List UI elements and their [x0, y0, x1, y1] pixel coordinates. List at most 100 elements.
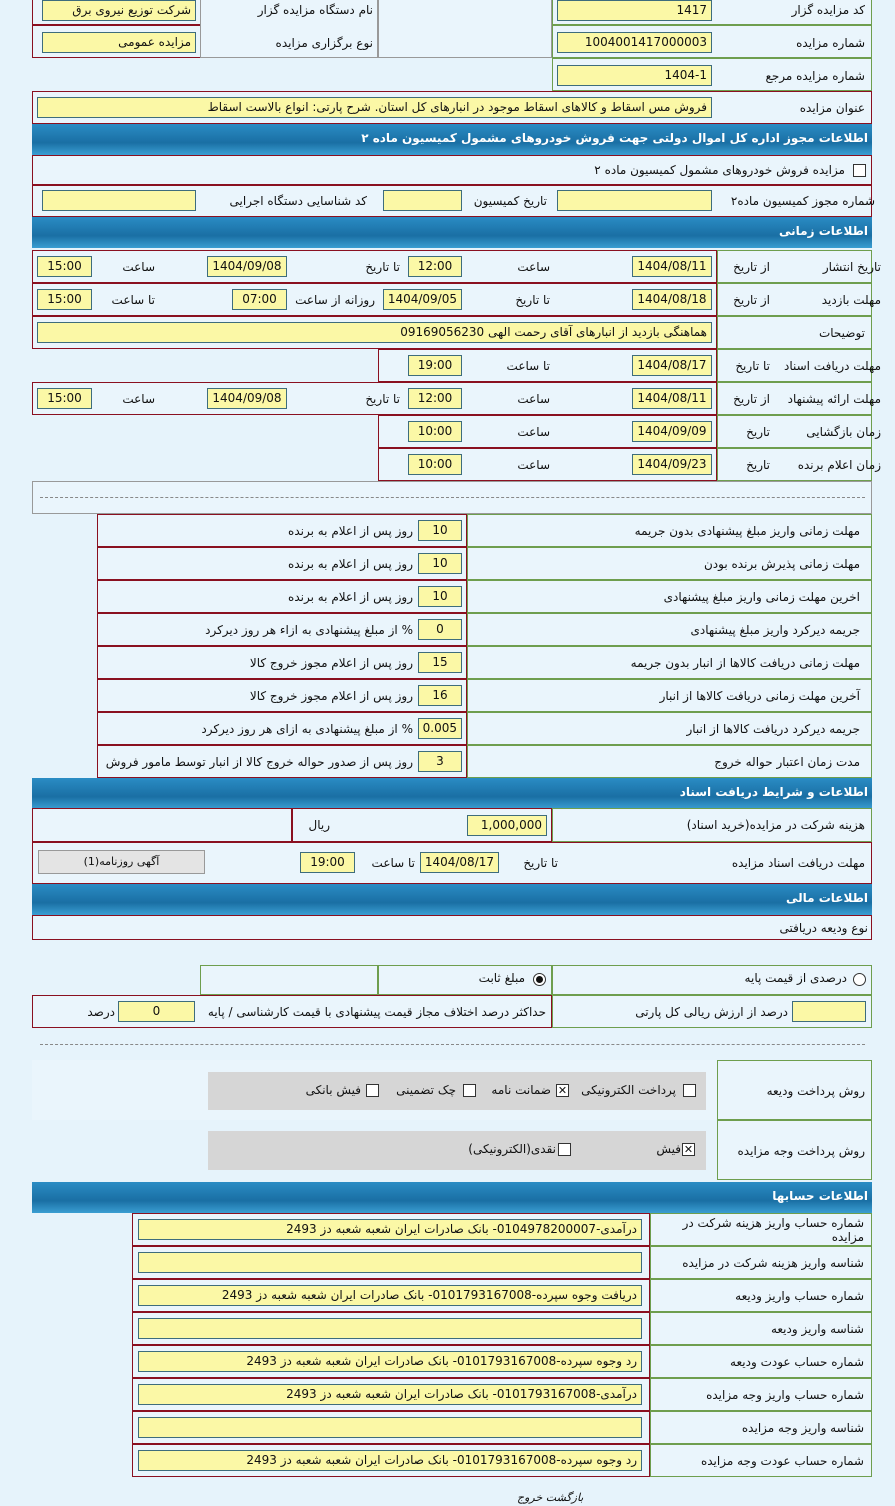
- account-row: [650, 1411, 872, 1444]
- condition-value-field[interactable]: 16: [418, 685, 462, 706]
- field-label: زمان بازگشایی: [806, 425, 881, 439]
- field-label: از تاریخ: [733, 392, 770, 406]
- footer-links: بازگشت خروج: [517, 1490, 583, 1506]
- condition-row: [467, 514, 872, 547]
- auction-number-field[interactable]: 1004001417000003: [557, 32, 712, 53]
- account-row: [650, 1312, 872, 1345]
- date-time-field[interactable]: 1404/09/08: [207, 388, 287, 409]
- exit-link[interactable]: خروج: [517, 1491, 543, 1504]
- condition-value-field[interactable]: 0: [418, 619, 462, 640]
- condition-unit: % از مبلغ پیشنهادی به ازای هر روز دیرکرد: [201, 721, 413, 736]
- title-label: عنوان مزایده: [799, 101, 865, 115]
- bank-slip-checkbox[interactable]: [366, 1084, 379, 1097]
- condition-row: [467, 712, 872, 745]
- account-value-field[interactable]: [138, 1252, 642, 1273]
- max-diff-field[interactable]: 0: [118, 1001, 195, 1022]
- cash-checkbox[interactable]: [558, 1143, 571, 1156]
- date-time-field[interactable]: 1404/08/11: [632, 388, 712, 409]
- field-label: زمان اعلام برنده: [797, 458, 881, 472]
- condition-label: اخرین مهلت زمانی واریز مبلغ پیشنهادی: [663, 589, 860, 604]
- date-time-field[interactable]: 15:00: [37, 256, 92, 277]
- row-cell: [552, 808, 872, 842]
- date-time-field[interactable]: 1404/09/09: [632, 421, 712, 442]
- date-time-field[interactable]: 07:00: [232, 289, 287, 310]
- percent-radio[interactable]: [853, 973, 866, 986]
- slip-checkbox[interactable]: ✕: [682, 1143, 695, 1156]
- permit-field[interactable]: [557, 190, 712, 211]
- condition-row: [97, 580, 467, 613]
- account-value-field[interactable]: [138, 1417, 642, 1438]
- date-time-field[interactable]: 12:00: [408, 388, 462, 409]
- back-link[interactable]: بازگشت: [545, 1491, 584, 1504]
- row-cell: [200, 0, 378, 58]
- account-value-field[interactable]: رد وجوه سپرده-0101793167008- بانک صادرات…: [138, 1351, 642, 1372]
- guarantee-checkbox[interactable]: ✕: [556, 1084, 569, 1097]
- deposit-method-label: روش پرداخت ودیعه: [766, 1084, 865, 1098]
- condition-value-field[interactable]: 3: [418, 751, 462, 772]
- deadline-time-field[interactable]: 19:00: [300, 852, 355, 873]
- row-cell: [32, 283, 717, 316]
- commission-date-field[interactable]: [383, 190, 462, 211]
- deposit-method-label: فیش بانکی: [305, 1083, 361, 1097]
- newspaper-ad-button[interactable]: آگهی روزنامه(1): [38, 850, 205, 874]
- condition-unit: روز پس از اعلام به برنده: [288, 589, 413, 604]
- date-time-field[interactable]: 19:00: [408, 355, 462, 376]
- row-cell: [717, 316, 872, 349]
- electronic-checkbox[interactable]: [683, 1084, 696, 1097]
- auctioneer-code-field[interactable]: 1417: [557, 0, 712, 21]
- fee-field[interactable]: 1,000,000: [467, 815, 547, 836]
- date-time-field[interactable]: 15:00: [37, 388, 92, 409]
- account-value-field[interactable]: دریافت وجوه سپرده-0101793167008- بانک صا…: [138, 1285, 642, 1306]
- date-time-field[interactable]: 10:00: [408, 454, 462, 475]
- section-header-financial: اطلاعات مالی: [32, 884, 872, 915]
- org-id-field[interactable]: [42, 190, 196, 211]
- payment-method-label: نقدی(الکترونیکی): [468, 1142, 556, 1156]
- auction-type-field[interactable]: مزایده عمومی: [42, 32, 196, 53]
- account-label: شماره حساب عودت وجه مزایده: [700, 1453, 864, 1468]
- divider: [40, 1044, 865, 1045]
- account-value-field[interactable]: [138, 1318, 642, 1339]
- section-header-commission: اطلاعات مجوز اداره کل اموال دولتی جهت فر…: [32, 124, 872, 155]
- condition-unit: روز پس از صدور حواله خروج کالا از انبار …: [105, 754, 413, 769]
- condition-label: مهلت زمانی پذیرش برنده بودن: [703, 556, 860, 571]
- condition-value-field[interactable]: 10: [418, 586, 462, 607]
- condition-unit: % از مبلغ پیشنهادی به ازاء هر روز دیرکرد: [205, 622, 413, 637]
- date-time-field[interactable]: 1404/09/05: [383, 289, 462, 310]
- percent-field[interactable]: [792, 1001, 866, 1022]
- condition-value-field[interactable]: 0.005: [418, 718, 462, 739]
- row-cell: [32, 808, 292, 842]
- date-time-field[interactable]: 1404/09/23: [632, 454, 712, 475]
- account-value-field[interactable]: درآمدی-0101793167008- بانک صادرات ایران …: [138, 1384, 642, 1405]
- org-name-field[interactable]: شرکت توزیع نیروی برق: [42, 0, 196, 21]
- deadline-date-field[interactable]: 1404/08/17: [420, 852, 499, 873]
- date-time-field[interactable]: 1404/08/18: [632, 289, 712, 310]
- field-label: تاریخ انتشار: [822, 260, 881, 274]
- condition-row: [467, 646, 872, 679]
- account-value-field[interactable]: رد وجوه سپرده-0101793167008- بانک صادرات…: [138, 1450, 642, 1471]
- divider: [40, 497, 865, 498]
- certified-check-checkbox[interactable]: [463, 1084, 476, 1097]
- title-field[interactable]: فروش مس اسقاط و کالاهای اسقاط موجود در ا…: [37, 97, 712, 118]
- auctioneer-code-label: کد مزایده گزار: [791, 3, 865, 17]
- date-time-field[interactable]: 12:00: [408, 256, 462, 277]
- date-time-field[interactable]: 1404/08/17: [632, 355, 712, 376]
- account-value-field[interactable]: درآمدی-0104978200007- بانک صادرات ایران …: [138, 1219, 642, 1240]
- deposit-method-label: چک تضمینی: [396, 1083, 456, 1097]
- date-time-field[interactable]: 15:00: [37, 289, 92, 310]
- condition-row: [97, 646, 467, 679]
- ref-number-field[interactable]: 1404-1: [557, 65, 712, 86]
- date-time-field[interactable]: 1404/08/11: [632, 256, 712, 277]
- fee-label: هزینه شرکت در مزایده(خرید اسناد): [686, 818, 865, 832]
- condition-row: [467, 679, 872, 712]
- fixed-radio[interactable]: [533, 973, 546, 986]
- condition-row: [97, 679, 467, 712]
- date-time-field[interactable]: 1404/09/08: [207, 256, 287, 277]
- description-field[interactable]: هماهنگی بازدید از انبارهای آقای رحمت اله…: [37, 322, 712, 343]
- condition-value-field[interactable]: 10: [418, 553, 462, 574]
- condition-value-field[interactable]: 15: [418, 652, 462, 673]
- condition-value-field[interactable]: 10: [418, 520, 462, 541]
- commission-checkbox[interactable]: [853, 164, 866, 177]
- account-label: شماره حساب واریز هزینه شرکت در مزایده: [682, 1215, 864, 1244]
- section-header-documents: اطلاعات و شرایط دریافت اسناد: [32, 778, 872, 809]
- date-time-field[interactable]: 10:00: [408, 421, 462, 442]
